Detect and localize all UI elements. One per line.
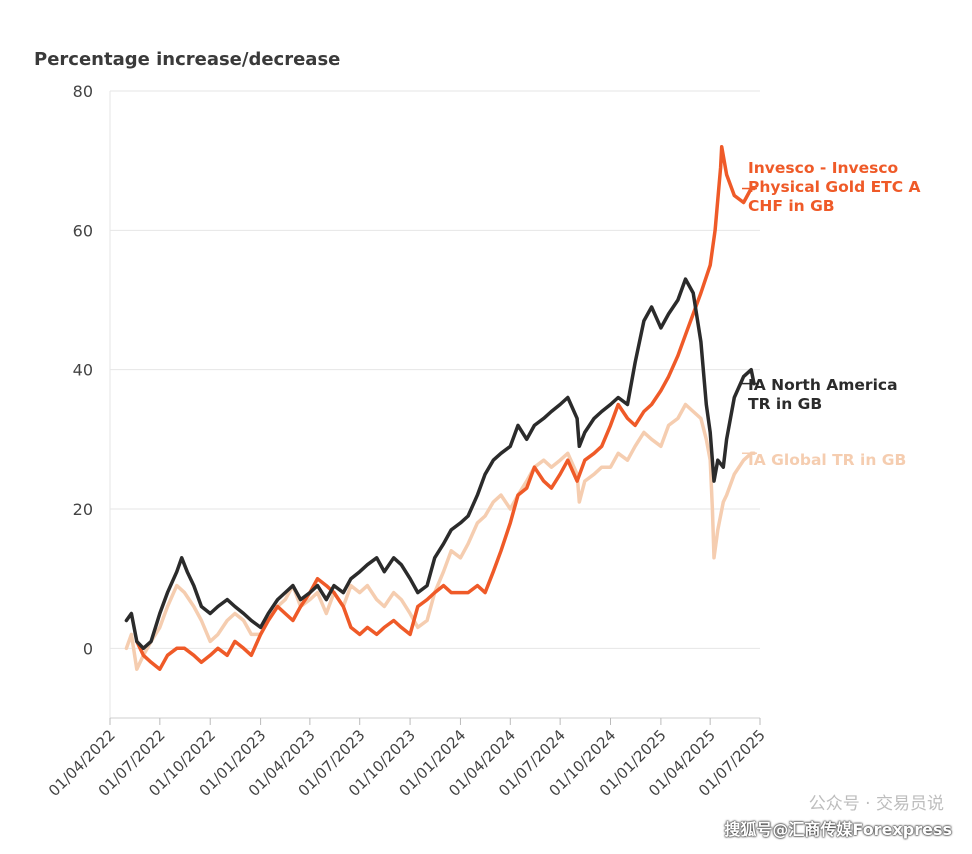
series-label: Invesco - Invesco Physical Gold ETC A CHF …: [748, 159, 921, 215]
watermark-sohu: 搜狐号@汇商传媒Forexpress: [724, 820, 952, 839]
y-tick-labels: 0 20 40 60 80: [73, 82, 93, 658]
series-line-1: [135, 144, 756, 671]
series-label: IA North America TR in GB: [748, 376, 898, 413]
y-tick-label: 40: [73, 361, 93, 380]
series-line-0: [124, 402, 756, 671]
y-tick-label: 80: [73, 82, 93, 101]
series-lines: [124, 144, 756, 671]
y-tick-label: 0: [83, 639, 93, 658]
series-line-2: [124, 277, 756, 651]
y-tick-label: 20: [73, 500, 93, 519]
y-axis-title: Percentage increase/decrease: [34, 49, 341, 70]
y-tick-label: 60: [73, 221, 93, 240]
gridlines: [109, 90, 760, 718]
series-label: IA Global TR in GB: [748, 451, 906, 469]
x-axis: 01/04/202201/07/202201/10/202201/01/2023…: [45, 717, 769, 800]
watermark-wechat: 公众号 · 交易员说: [808, 794, 944, 814]
series-labels: IA Global TR in GB Invesco - Invesco Physi…: [742, 159, 921, 469]
